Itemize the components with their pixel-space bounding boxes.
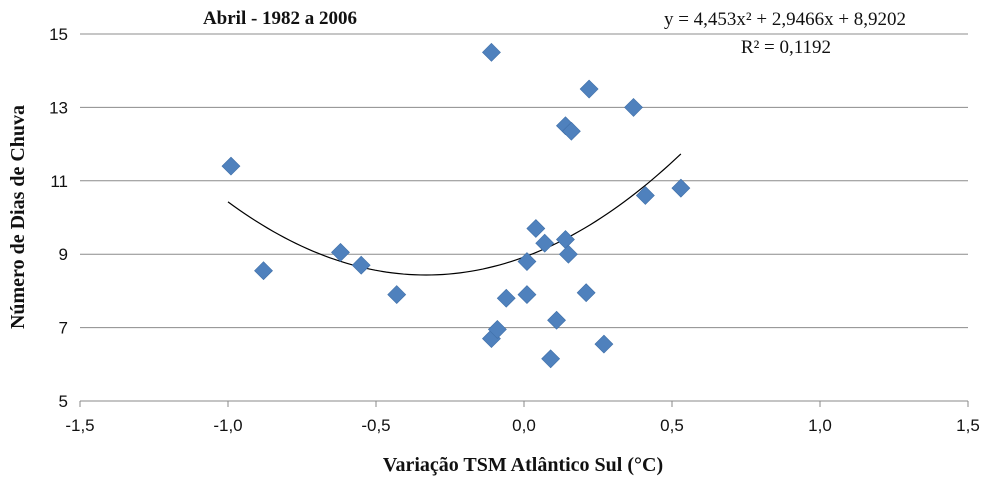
x-tick-label: -1,0 [213, 416, 242, 435]
x-tick-label: 0,0 [512, 416, 536, 435]
data-point [526, 219, 546, 238]
data-point [517, 252, 537, 271]
data-point [535, 233, 555, 253]
x-tick-label: 1,0 [808, 416, 832, 435]
r-squared-label: R² = 0,1192 [741, 37, 831, 58]
data-point [624, 97, 643, 117]
trendline-equation: y = 4,453x² + 2,9466x + 8,9202 [664, 9, 906, 30]
y-tick-label: 5 [59, 392, 68, 411]
data-point [556, 230, 575, 249]
chart-title: Abril - 1982 a 2006 [203, 8, 357, 29]
data-point [517, 285, 537, 304]
data-point [351, 255, 371, 275]
data-point [547, 310, 566, 330]
data-point [541, 349, 561, 369]
data-point [221, 156, 241, 176]
y-tick-label: 13 [49, 98, 68, 117]
data-point [254, 261, 273, 281]
data-point [387, 285, 407, 304]
data-point [496, 288, 516, 308]
x-axis-label: Variação TSM Atlântico Sul (°C) [383, 454, 663, 476]
y-tick-label: 15 [49, 25, 68, 44]
y-tick-label: 7 [59, 319, 68, 338]
y-tick-label: 11 [50, 172, 68, 191]
trendline [227, 153, 682, 276]
data-point [487, 320, 507, 339]
data-point [671, 178, 691, 198]
data-point [635, 186, 655, 205]
data-points [221, 42, 691, 369]
x-tick-label: -0,5 [361, 416, 390, 435]
x-axis-ticks: -1,5 -1,0 -0,5 0,0 0,5 1,0 1,5 [65, 401, 980, 435]
x-tick-label: -1,5 [65, 416, 94, 435]
y-tick-label: 9 [59, 245, 68, 264]
y-axis-ticks: 5 7 9 11 13 15 [49, 25, 68, 411]
data-point [561, 121, 581, 141]
gridlines [80, 33, 968, 329]
data-point [594, 334, 614, 354]
data-point [331, 242, 350, 262]
y-axis-label: Número de Dias de Chuva [7, 105, 29, 329]
data-point [482, 42, 501, 62]
x-tick-label: 1,5 [956, 416, 980, 435]
data-point [558, 244, 578, 264]
data-point [576, 283, 596, 303]
data-point [579, 79, 599, 99]
x-tick-label: 0,5 [660, 416, 684, 435]
